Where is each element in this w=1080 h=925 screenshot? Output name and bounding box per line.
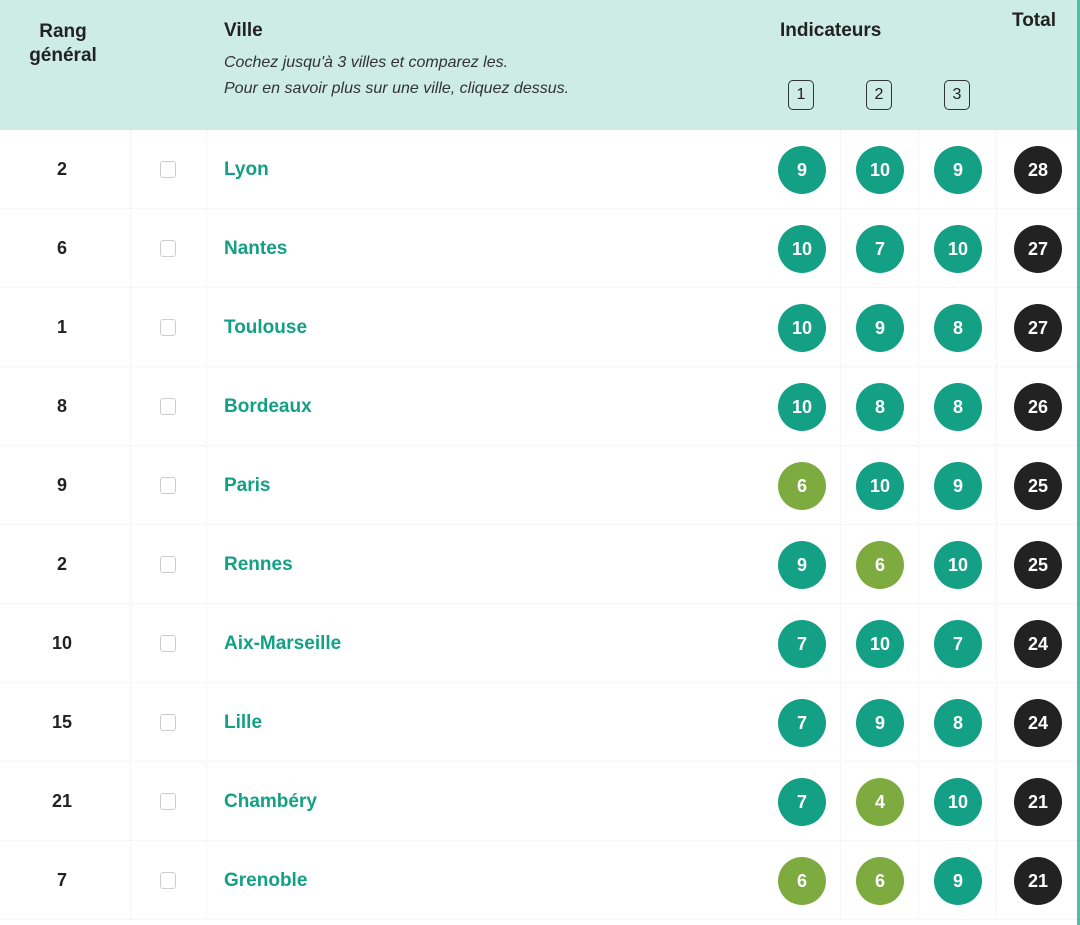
- rank: 6: [56, 238, 67, 258]
- indicator-2-score: 9: [856, 699, 904, 747]
- table-row: 9 Paris 6 10 9 25: [0, 446, 1077, 525]
- city-link[interactable]: Chambéry: [224, 791, 317, 812]
- total-score: 21: [1014, 778, 1062, 826]
- table-row: 8 Bordeaux 10 8 8 26: [0, 367, 1077, 446]
- total-score: 25: [1014, 462, 1062, 510]
- total-score: 25: [1014, 541, 1062, 589]
- total-score: 27: [1014, 304, 1062, 352]
- total-score: 24: [1014, 620, 1062, 668]
- city-link[interactable]: Bordeaux: [224, 396, 312, 417]
- compare-checkbox[interactable]: [160, 714, 176, 731]
- total-score: 21: [1014, 857, 1062, 905]
- compare-checkbox[interactable]: [160, 161, 176, 178]
- compare-checkbox[interactable]: [160, 319, 176, 336]
- indicator-2-score: 9: [856, 304, 904, 352]
- indicator-2-score: 10: [856, 146, 904, 194]
- indicator-1-score: 7: [778, 699, 826, 747]
- city-link[interactable]: Lille: [224, 712, 263, 733]
- compare-checkbox[interactable]: [160, 793, 176, 810]
- indicator-1-score: 6: [778, 857, 826, 905]
- city-link[interactable]: Lyon: [224, 159, 269, 180]
- indicator-2-score: 4: [856, 778, 904, 826]
- table-header: Rang général Ville Cochez jusqu'à 3 vill…: [0, 0, 1077, 130]
- indicator-1-score: 10: [778, 225, 826, 273]
- indicator-3-score: 7: [934, 620, 982, 668]
- indicator-3-score: 10: [934, 541, 982, 589]
- table-row: 15 Lille 7 9 8 24: [0, 683, 1077, 762]
- rank: 21: [51, 791, 73, 811]
- hint-click: Pour en savoir plus sur une ville, cliqu…: [224, 80, 570, 97]
- indicator-1-score: 10: [778, 383, 826, 431]
- rank: 7: [56, 870, 67, 890]
- city-link[interactable]: Rennes: [224, 554, 293, 575]
- indicator-3-button[interactable]: 3: [944, 80, 970, 110]
- header-city: Ville: [224, 20, 263, 41]
- city-link[interactable]: Nantes: [224, 238, 288, 259]
- total-score: 26: [1014, 383, 1062, 431]
- hint-compare: Cochez jusqu'à 3 villes et comparez les.: [224, 54, 509, 71]
- city-link[interactable]: Grenoble: [224, 870, 308, 891]
- indicator-3-score: 9: [934, 857, 982, 905]
- indicator-1-score: 7: [778, 620, 826, 668]
- city-link[interactable]: Aix-Marseille: [224, 633, 342, 654]
- rank: 10: [51, 633, 73, 653]
- city-link[interactable]: Toulouse: [224, 317, 308, 338]
- rank: 2: [56, 159, 67, 179]
- table-row: 10 Aix-Marseille 7 10 7 24: [0, 604, 1077, 683]
- table-row: 2 Rennes 9 6 10 25: [0, 525, 1077, 604]
- indicator-2-score: 10: [856, 462, 904, 510]
- indicator-1-score: 10: [778, 304, 826, 352]
- indicator-2-score: 6: [856, 541, 904, 589]
- indicator-3-score: 9: [934, 462, 982, 510]
- table-row: 2 Lyon 9 10 9 28: [0, 130, 1077, 209]
- compare-checkbox[interactable]: [160, 477, 176, 494]
- indicator-3-score: 8: [934, 699, 982, 747]
- scrollbar-edge: [1077, 0, 1080, 925]
- indicator-3-score: 8: [934, 383, 982, 431]
- indicator-2-score: 10: [856, 620, 904, 668]
- table-row: 1 Toulouse 10 9 8 27: [0, 288, 1077, 367]
- header-rank: Rang général: [29, 21, 97, 66]
- compare-checkbox[interactable]: [160, 240, 176, 257]
- compare-checkbox[interactable]: [160, 635, 176, 652]
- rank: 15: [51, 712, 73, 732]
- city-link[interactable]: Paris: [224, 475, 271, 496]
- indicator-2-score: 6: [856, 857, 904, 905]
- rank: 2: [56, 554, 67, 574]
- header-total: Total: [1012, 10, 1056, 31]
- indicator-1-button[interactable]: 1: [788, 80, 814, 110]
- rank: 1: [56, 317, 67, 337]
- header-hint: Cochez jusqu'à 3 villes et comparez les.…: [224, 50, 569, 102]
- indicator-3-score: 8: [934, 304, 982, 352]
- compare-checkbox[interactable]: [160, 398, 176, 415]
- header-indicators: Indicateurs: [780, 20, 882, 41]
- indicator-3-score: 10: [934, 225, 982, 273]
- total-score: 27: [1014, 225, 1062, 273]
- rank: 9: [56, 475, 67, 495]
- table-row: 7 Grenoble 6 6 9 21: [0, 841, 1077, 920]
- indicator-3-score: 10: [934, 778, 982, 826]
- table-row: 6 Nantes 10 7 10 27: [0, 209, 1077, 288]
- table-row: 21 Chambéry 7 4 10 21: [0, 762, 1077, 841]
- indicator-2-button[interactable]: 2: [866, 80, 892, 110]
- rank: 8: [56, 396, 67, 416]
- total-score: 28: [1014, 146, 1062, 194]
- indicator-1-score: 9: [778, 146, 826, 194]
- indicator-1-score: 9: [778, 541, 826, 589]
- total-score: 24: [1014, 699, 1062, 747]
- indicator-3-score: 9: [934, 146, 982, 194]
- compare-checkbox[interactable]: [160, 872, 176, 889]
- indicator-1-score: 6: [778, 462, 826, 510]
- compare-checkbox[interactable]: [160, 556, 176, 573]
- indicator-1-score: 7: [778, 778, 826, 826]
- indicator-2-score: 7: [856, 225, 904, 273]
- indicator-2-score: 8: [856, 383, 904, 431]
